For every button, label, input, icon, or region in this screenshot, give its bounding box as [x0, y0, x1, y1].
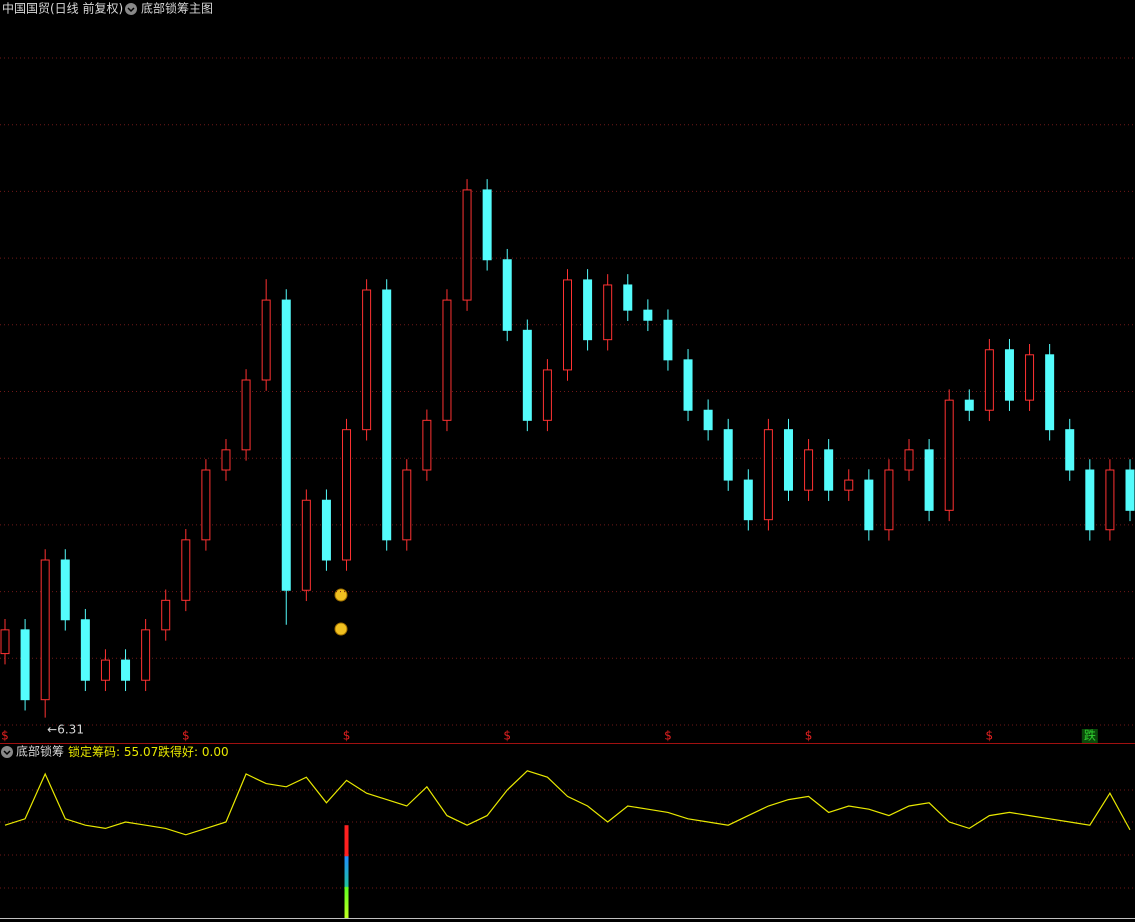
- candle-body: [563, 279, 572, 371]
- candle-body: [281, 299, 291, 591]
- legend-sep: :: [194, 745, 202, 759]
- candle-body: [362, 289, 372, 431]
- legend-name: 锁定筹码: [68, 744, 116, 759]
- coin-icon: [334, 622, 348, 636]
- candle-body: [864, 479, 874, 531]
- candle-body: [100, 659, 110, 681]
- event-marker: 跌: [1084, 728, 1096, 743]
- candle-body: [40, 559, 50, 701]
- candle-body: [984, 349, 994, 411]
- candle-body: [643, 309, 653, 321]
- candle-body: [502, 259, 512, 331]
- candle-body: [623, 284, 633, 311]
- candle-body: [964, 399, 974, 411]
- candle-body: [603, 284, 613, 341]
- candle-body: [141, 629, 151, 681]
- event-marker: $: [1, 729, 9, 743]
- candle-body: [422, 419, 432, 471]
- arrow: ←: [47, 722, 57, 736]
- legend-value: 0.00: [202, 745, 229, 759]
- candle-body: [1065, 429, 1075, 471]
- event-marker: $: [805, 729, 813, 743]
- candle-body: [462, 189, 472, 301]
- indicator-title: 底部锁筹: [16, 744, 64, 759]
- candle-body: [663, 319, 673, 361]
- coin-icons: [334, 588, 348, 636]
- candle-body: [1045, 354, 1055, 431]
- candle-body: [442, 299, 452, 421]
- candle-body: [804, 449, 814, 491]
- indicator-line: [4, 770, 1131, 836]
- candle-body: [321, 499, 331, 561]
- candle-body: [683, 359, 693, 411]
- candle-body: [904, 449, 914, 471]
- candle-body: [161, 599, 171, 631]
- candle-body: [20, 629, 30, 701]
- event-marker: $: [664, 729, 672, 743]
- candle-body: [382, 289, 392, 541]
- dropdown-icon[interactable]: [125, 3, 137, 15]
- candle-body: [924, 449, 934, 511]
- event-marker: $: [503, 729, 511, 743]
- low-value: 6.31: [57, 722, 84, 736]
- candle-body: [522, 329, 532, 421]
- candle-body: [80, 619, 90, 681]
- candle-body: [884, 469, 894, 531]
- indicator-header: 底部锁筹 锁定筹码: 55.07 跌得好: 0.00: [1, 744, 229, 759]
- legend-entry: 跌得好: 0.00: [158, 744, 229, 759]
- signal-bar: [344, 825, 349, 918]
- chevron: [127, 7, 135, 13]
- legend-entry: 锁定筹码: 55.07: [68, 744, 158, 759]
- chevron: [3, 750, 11, 756]
- candle-body: [482, 189, 492, 261]
- legend-sep: :: [116, 745, 124, 759]
- candle-body: [181, 539, 191, 601]
- legend-name: 跌得好: [158, 744, 194, 759]
- candle-body: [261, 299, 271, 381]
- event-marker: $: [343, 729, 351, 743]
- legend-value: 55.07: [124, 745, 158, 759]
- candle-body: [743, 479, 753, 521]
- candle-body: [1025, 354, 1035, 401]
- event-marker: $: [182, 729, 190, 743]
- candle-body: [342, 429, 352, 561]
- candle-body: [402, 469, 412, 541]
- candle-body: [0, 629, 10, 655]
- candle-body: [301, 499, 311, 591]
- candle-body: [201, 469, 211, 541]
- event-marker: $: [986, 729, 994, 743]
- smiley-icon: [334, 588, 348, 602]
- header: 中国国贸(日线 前复权) 底部锁筹主图: [2, 1, 213, 16]
- low-label: ←6.31: [47, 722, 84, 736]
- candle-body: [723, 429, 733, 481]
- candle-body: [241, 379, 251, 451]
- candle-body: [703, 409, 713, 431]
- candle-body: [944, 399, 954, 511]
- candle-body: [824, 449, 834, 491]
- candle-body: [60, 559, 70, 621]
- candle-body: [583, 279, 593, 341]
- candle-body: [783, 429, 793, 491]
- dropdown-icon[interactable]: [1, 746, 13, 758]
- candle-body: [844, 479, 854, 491]
- candle-body: [221, 449, 231, 471]
- candle-body: [1085, 469, 1095, 531]
- chart-title: 中国国贸(日线 前复权): [2, 1, 123, 16]
- candle-body: [763, 429, 773, 521]
- candle-body: [1125, 469, 1135, 511]
- candle-body: [1004, 349, 1014, 401]
- candle-body: [542, 369, 552, 421]
- marker-bg: [1081, 729, 1098, 743]
- chart-subtitle: 底部锁筹主图: [141, 1, 213, 16]
- candle-body: [121, 659, 131, 681]
- candle-body: [1105, 469, 1115, 531]
